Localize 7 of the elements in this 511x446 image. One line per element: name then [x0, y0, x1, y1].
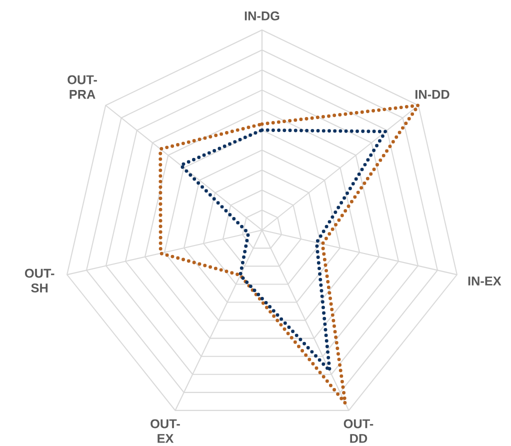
spoke-label: IN-DD	[416, 90, 450, 99]
spoke-label: OUT-SH	[24, 268, 54, 292]
spoke-label: IN-DG	[244, 11, 280, 20]
spoke-label: OUT-DD	[344, 419, 374, 443]
spoke-label: OUT-PRA	[68, 75, 97, 99]
spoke-label: IN-EX	[468, 276, 502, 286]
spoke-label: OUT-EX	[150, 419, 180, 443]
